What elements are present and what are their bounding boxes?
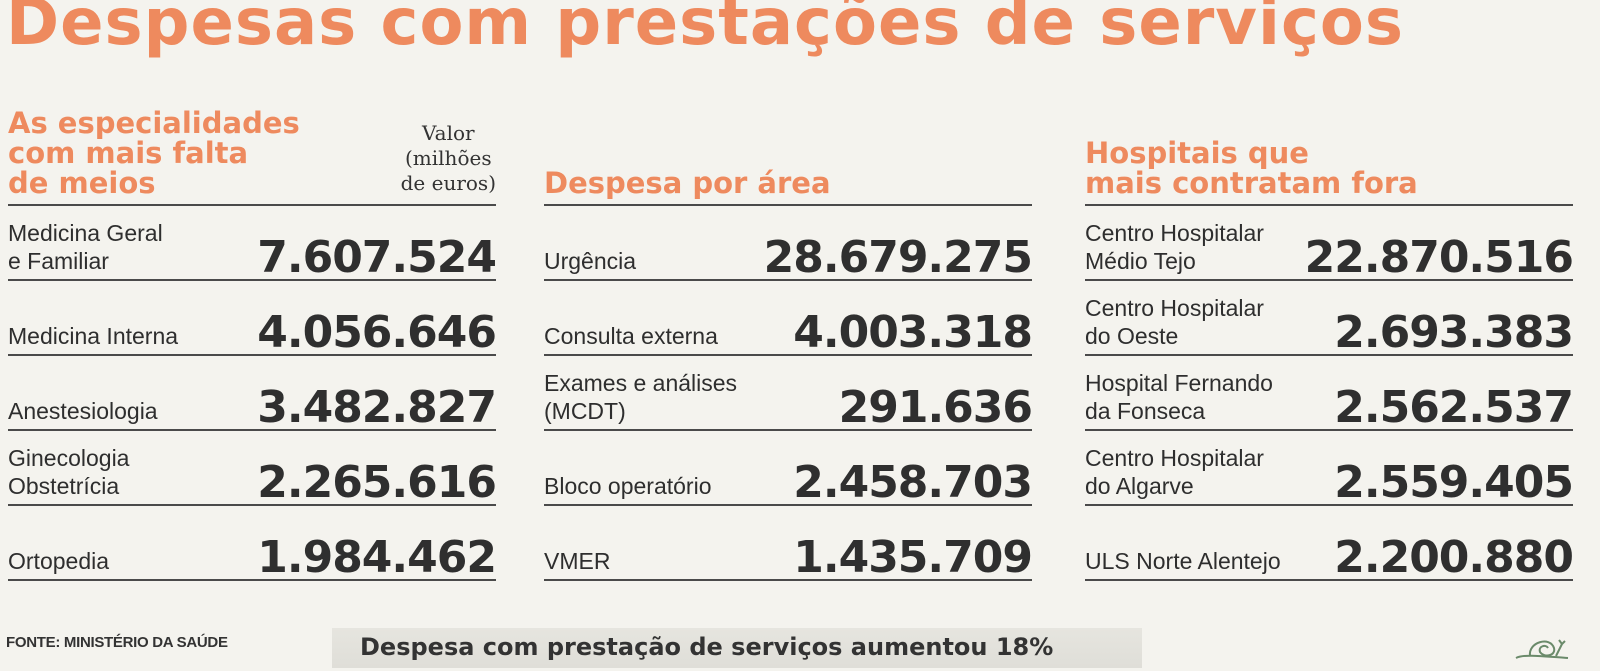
table-row: Centro Hospitalar do Oeste 2.693.383 xyxy=(1085,281,1574,358)
areas-rows: Urgência 28.679.275 Consulta externa 4.003.… xyxy=(544,206,1033,583)
row-label-line: Centro Hospitalar xyxy=(1085,445,1264,471)
table-row: VMER 1.435.709 xyxy=(544,506,1033,583)
row-value: 2.559.405 xyxy=(1334,457,1574,508)
areas-header: Despesa por área xyxy=(544,98,1032,206)
row-label-line: Medicina Geral xyxy=(8,220,163,246)
hospitals-heading: Hospitais que mais contratam fora xyxy=(1085,138,1418,198)
row-label-line: da Fonseca xyxy=(1085,398,1206,424)
table-row: Consulta externa 4.003.318 xyxy=(544,281,1033,358)
row-label-line: Centro Hospitalar xyxy=(1085,220,1264,246)
row-label-line: VMER xyxy=(544,548,611,574)
table-row: Centro Hospitalar do Algarve 2.559.405 xyxy=(1085,431,1574,508)
row-value: 2.200.880 xyxy=(1334,532,1574,583)
row-label-line: do Algarve xyxy=(1085,473,1194,499)
main-title: Despesas com prestações de serviços xyxy=(6,0,1404,60)
row-label: Ginecologia Obstetrícia xyxy=(8,444,129,500)
row-label: Centro Hospitalar Médio Tejo xyxy=(1085,219,1264,275)
heading-line: com mais falta xyxy=(8,136,249,170)
specialties-column: As especialidades com mais falta de meio… xyxy=(8,98,497,583)
unit-line: de euros) xyxy=(400,171,496,195)
row-label-line: Exames e análises xyxy=(544,370,738,396)
heading-line: As especialidades xyxy=(8,106,300,140)
row-label: Ortopedia xyxy=(8,547,109,575)
row-value: 4.056.646 xyxy=(257,307,497,358)
heading-line: Despesa por área xyxy=(544,166,831,200)
row-value: 291.636 xyxy=(838,382,1033,433)
row-label: Exames e análises (MCDT) xyxy=(544,369,737,425)
row-label-line: ULS Norte Alentejo xyxy=(1085,548,1281,574)
row-label: Hospital Fernando da Fonseca xyxy=(1085,369,1273,425)
banner-text: Despesa com prestação de serviços aument… xyxy=(360,633,1054,661)
unit-line: Valor xyxy=(422,121,475,145)
table-row: Ginecologia Obstetrícia 2.265.616 xyxy=(8,431,497,508)
row-label-line: (MCDT) xyxy=(544,398,626,424)
row-label-line: Centro Hospitalar xyxy=(1085,295,1264,321)
row-label-line: e Familiar xyxy=(8,248,109,274)
row-value: 7.607.524 xyxy=(257,232,497,283)
row-label-line: Anestesiologia xyxy=(8,398,158,424)
specialties-rows: Medicina Geral e Familiar 7.607.524 Medicin… xyxy=(8,206,497,583)
row-label-line: Médio Tejo xyxy=(1085,248,1196,274)
value-unit-note: Valor (milhões de euros) xyxy=(401,121,496,196)
row-value: 3.482.827 xyxy=(257,382,497,433)
specialties-heading: As especialidades com mais falta de meio… xyxy=(8,108,300,198)
row-label: Medicina Interna xyxy=(8,322,178,350)
heading-line: Hospitais que xyxy=(1085,136,1309,170)
row-value: 4.003.318 xyxy=(793,307,1033,358)
table-row: ULS Norte Alentejo 2.200.880 xyxy=(1085,506,1574,583)
areas-column: Despesa por área Urgência 28.679.275 Consu… xyxy=(544,98,1033,583)
table-row: Centro Hospitalar Médio Tejo 22.870.516 xyxy=(1085,206,1574,283)
table-row: Medicina Geral e Familiar 7.607.524 xyxy=(8,206,497,283)
table-row: Exames e análises (MCDT) 291.636 xyxy=(544,356,1033,433)
row-value: 2.562.537 xyxy=(1334,382,1574,433)
table-row: Anestesiologia 3.482.827 xyxy=(8,356,497,433)
source-note: FONTE: MINISTÉRIO DA SAÚDE xyxy=(6,634,228,651)
row-label-line: Obstetrícia xyxy=(8,473,120,499)
banner-background xyxy=(332,628,1142,668)
row-label: Urgência xyxy=(544,247,636,275)
row-label-line: Urgência xyxy=(544,248,637,274)
areas-heading: Despesa por área xyxy=(544,168,831,198)
row-label-line: Consulta externa xyxy=(544,323,718,349)
table-row: Urgência 28.679.275 xyxy=(544,206,1033,283)
row-label: ULS Norte Alentejo xyxy=(1085,547,1281,575)
row-label-line: Bloco operatório xyxy=(544,473,712,499)
row-label-line: Medicina Interna xyxy=(8,323,179,349)
row-value: 2.265.616 xyxy=(257,457,497,508)
heading-line: de meios xyxy=(8,166,156,200)
row-value: 22.870.516 xyxy=(1304,232,1574,283)
row-label: Centro Hospitalar do Algarve xyxy=(1085,444,1264,500)
row-label: Bloco operatório xyxy=(544,472,712,500)
row-value: 28.679.275 xyxy=(763,232,1033,283)
snail-icon xyxy=(1515,639,1569,659)
hospitals-rows: Centro Hospitalar Médio Tejo 22.870.516 Cen… xyxy=(1085,206,1574,583)
table-row: Hospital Fernando da Fonseca 2.562.537 xyxy=(1085,356,1574,433)
row-label-line: Ortopedia xyxy=(8,548,110,574)
specialties-header: As especialidades com mais falta de meio… xyxy=(8,98,496,206)
unit-line: (milhões xyxy=(405,146,492,170)
row-label: Medicina Geral e Familiar xyxy=(8,219,163,275)
hospitals-column: Hospitais que mais contratam fora Centro… xyxy=(1085,98,1574,583)
row-value: 1.984.462 xyxy=(257,532,497,583)
row-value: 2.458.703 xyxy=(793,457,1033,508)
row-value: 2.693.383 xyxy=(1334,307,1574,358)
row-label: Anestesiologia xyxy=(8,397,158,425)
row-label-line: do Oeste xyxy=(1085,323,1179,349)
table-row: Bloco operatório 2.458.703 xyxy=(544,431,1033,508)
row-value: 1.435.709 xyxy=(793,532,1033,583)
table-row: Medicina Interna 4.056.646 xyxy=(8,281,497,358)
row-label-line: Ginecologia xyxy=(8,445,130,471)
heading-line: mais contratam fora xyxy=(1085,166,1418,200)
row-label: VMER xyxy=(544,547,610,575)
row-label-line: Hospital Fernando xyxy=(1085,370,1273,396)
row-label: Centro Hospitalar do Oeste xyxy=(1085,294,1264,350)
hospitals-header: Hospitais que mais contratam fora xyxy=(1085,98,1573,206)
table-row: Ortopedia 1.984.462 xyxy=(8,506,497,583)
row-label: Consulta externa xyxy=(544,322,718,350)
